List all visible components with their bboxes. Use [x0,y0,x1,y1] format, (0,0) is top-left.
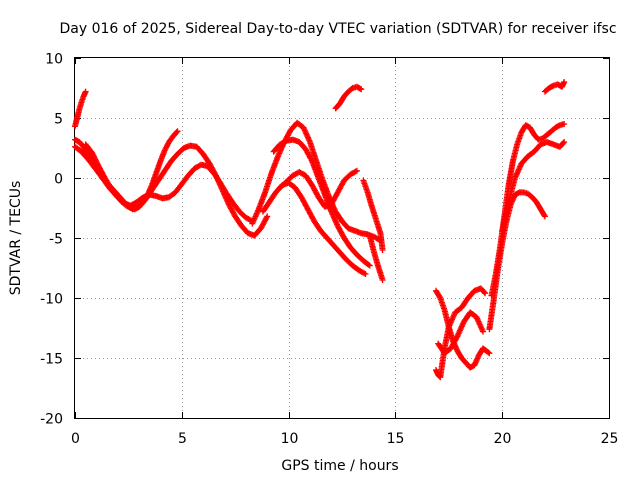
axis-ticks: 0 5 10 15 20 25 -20 -15 -10 -5 0 5 10 [40,52,618,448]
data-point [561,121,568,127]
data-point [561,139,568,145]
x-tick-label: 25 [601,431,619,447]
data-point [481,289,488,296]
chart-title: Day 016 of 2025, Sidereal Day-to-day VTE… [59,21,616,37]
data-point [173,129,180,136]
data-point [264,213,271,220]
y-tick-label: -20 [40,412,63,428]
x-tick-label: 20 [494,431,512,447]
data-point [479,328,486,335]
data-point [353,167,360,174]
data-point [486,350,493,357]
plot-border [74,57,610,419]
y-tick-label: 5 [54,112,63,128]
x-tick-label: 15 [387,431,405,447]
data-point [379,277,386,283]
data-point [379,247,386,253]
x-axis-label: GPS time / hours [281,458,398,474]
data-point [308,156,315,163]
data-point [361,270,368,277]
data-point [436,293,443,300]
data-point [541,213,548,220]
y-tick-label: -5 [49,232,63,248]
x-tick-label: 0 [71,431,80,447]
data-point [366,262,373,269]
y-tick-label: -10 [40,292,63,308]
data-point [358,86,365,93]
y-tick-label: -15 [40,352,63,368]
grid [75,58,609,418]
data-point [352,168,359,175]
x-tick-label: 5 [178,431,187,447]
data-point [82,88,89,95]
y-tick-label: 10 [45,52,63,68]
y-axis-label: SDTVAR / TECUs [8,181,24,296]
data-points [72,79,568,381]
data-point [362,271,369,277]
data-point [541,212,548,219]
data-point [560,139,567,146]
data-point [365,261,372,268]
data-point [174,128,181,135]
y-tick-label: 0 [54,172,63,188]
data-point [482,290,489,297]
data-point [263,214,270,221]
data-point [485,349,492,356]
x-tick-label: 10 [281,431,299,447]
data-point [561,79,568,85]
